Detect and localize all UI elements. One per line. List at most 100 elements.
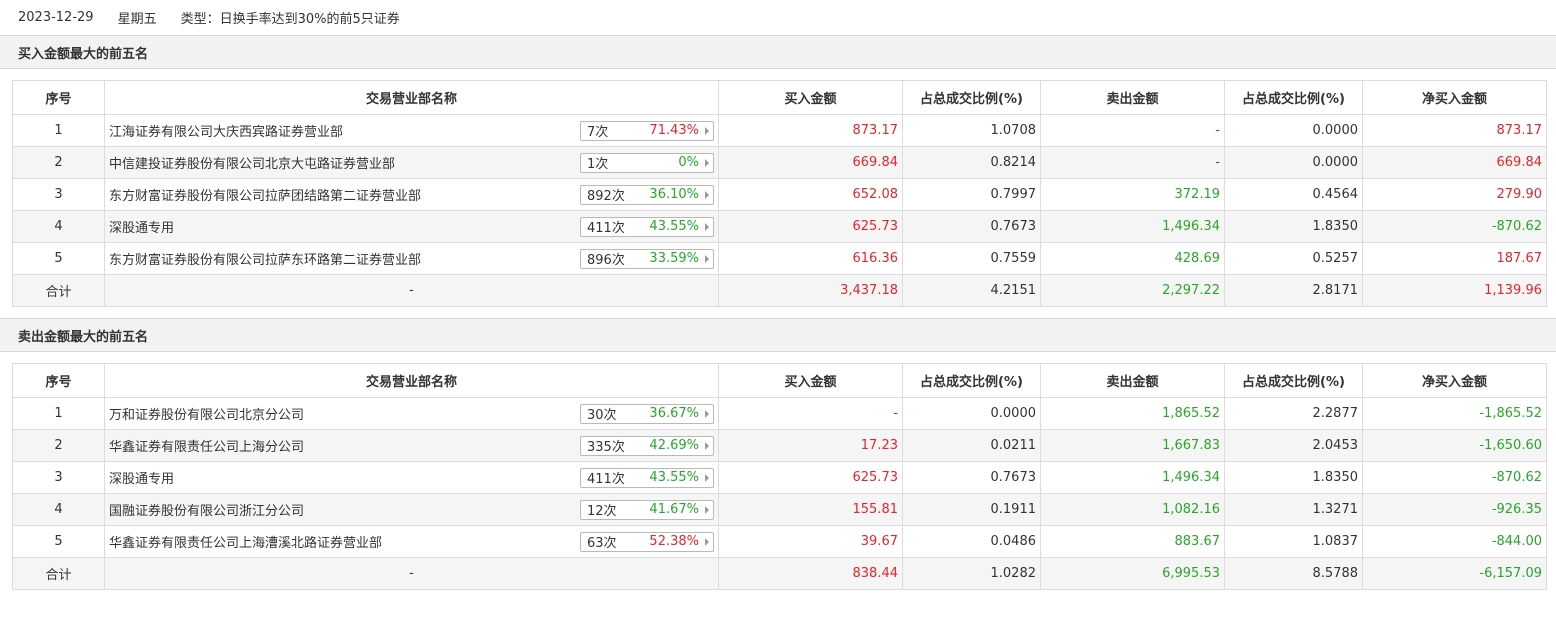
buy-amount-cell: 652.08 [718,178,903,211]
department-name[interactable]: 江海证券有限公司大庆西宾路证券营业部 [109,125,344,140]
department-cell: 中信建投证券股份有限公司北京大屯路证券营业部 1次 0% [104,146,719,179]
seat-stat-dropdown[interactable]: 1次 0% [580,152,714,173]
department-name[interactable]: 国融证券股份有限公司浙江分公司 [109,504,305,519]
total-buy-ratio: 1.0282 [902,557,1041,590]
caret-right-icon [705,190,709,199]
department-name[interactable]: 万和证券股份有限公司北京分公司 [109,408,305,423]
seat-stat-dropdown[interactable]: 63次 52.38% [580,531,714,552]
seat-count: 335次 [587,440,625,455]
total-net-amount: 1,139.96 [1362,274,1547,307]
rank-cell: 3 [12,461,105,494]
department-name[interactable]: 东方财富证券股份有限公司拉萨团结路第二证券营业部 [109,189,422,204]
sell-ratio-cell: 1.8350 [1224,210,1363,243]
total-department: - [104,274,719,307]
caret-right-icon [705,126,709,135]
seat-stat-dropdown[interactable]: 7次 71.43% [580,120,714,141]
col-rank: 序号 [12,80,105,115]
seat-count: 7次 [587,125,609,140]
buy-ratio-cell: 0.0486 [902,525,1041,558]
rank-cell: 4 [12,210,105,243]
seat-win-rate: 43.55% [649,219,699,234]
buy-section-title: 买入金额最大的前五名 [0,35,1556,69]
total-net-amount: -6,157.09 [1362,557,1547,590]
net-amount-cell: -926.35 [1362,493,1547,526]
col-buy-amount: 买入金额 [718,363,903,398]
buy-amount-cell: 625.73 [718,210,903,243]
net-amount-cell: -1,650.60 [1362,429,1547,462]
buy-ratio-cell: 0.7997 [902,178,1041,211]
department-name[interactable]: 深股通专用 [109,472,175,487]
table-row: 2 中信建投证券股份有限公司北京大屯路证券营业部 1次 0% 669.84 0.8214-… [12,146,1547,179]
seat-win-rate: 43.55% [649,470,699,485]
seat-stat-dropdown[interactable]: 411次 43.55% [580,216,714,237]
sell-ratio-cell: 1.0837 [1224,525,1363,558]
seat-stat-dropdown[interactable]: 411次 43.55% [580,467,714,488]
rank-cell: 1 [12,114,105,147]
total-buy-ratio: 4.2151 [902,274,1041,307]
col-sell-ratio: 占总成交比例(%) [1224,80,1363,115]
sell-section-title: 卖出金额最大的前五名 [0,318,1556,352]
buy-amount-cell: - [718,397,903,430]
department-name[interactable]: 华鑫证券有限责任公司上海漕溪北路证券营业部 [109,536,383,551]
buy-amount-cell: 669.84 [718,146,903,179]
seat-count: 411次 [587,221,625,236]
buy-amount-cell: 155.81 [718,493,903,526]
caret-right-icon [705,537,709,546]
seat-win-rate: 42.69% [649,438,699,453]
department-name[interactable]: 华鑫证券有限责任公司上海分公司 [109,440,305,455]
seat-stat-dropdown[interactable]: 12次 41.67% [580,499,714,520]
sell-table: 序号 交易营业部名称 买入金额 占总成交比例(%) 卖出金额 占总成交比例(%)… [12,363,1547,590]
total-label: 合计 [12,274,105,307]
seat-win-rate: 0% [678,155,699,170]
net-amount-cell: -1,865.52 [1362,397,1547,430]
seat-win-rate: 36.67% [649,406,699,421]
seat-count: 12次 [587,504,617,519]
seat-count: 411次 [587,472,625,487]
sell-amount-cell: 1,082.16 [1040,493,1225,526]
table-row: 5 华鑫证券有限责任公司上海漕溪北路证券营业部 63次 52.38% 39.67 0.04… [12,525,1547,558]
total-sell-amount: 2,297.22 [1040,274,1225,307]
buy-amount-cell: 625.73 [718,461,903,494]
table-row: 1 万和证券股份有限公司北京分公司 30次 36.67% -0.0000 1,865.52… [12,397,1547,430]
table-header-row: 序号 交易营业部名称 买入金额 占总成交比例(%) 卖出金额 占总成交比例(%)… [12,80,1547,115]
seat-stat-dropdown[interactable]: 335次 42.69% [580,435,714,456]
sell-amount-cell: 883.67 [1040,525,1225,558]
buy-ratio-cell: 0.7673 [902,461,1041,494]
seat-stat-dropdown[interactable]: 30次 36.67% [580,403,714,424]
col-sell-amount: 卖出金额 [1040,363,1225,398]
seat-stat-dropdown[interactable]: 896次 33.59% [580,248,714,269]
seat-count: 1次 [587,157,609,172]
seat-count: 892次 [587,189,625,204]
col-buy-ratio: 占总成交比例(%) [902,80,1041,115]
buy-amount-cell: 17.23 [718,429,903,462]
total-sell-ratio: 8.5788 [1224,557,1363,590]
net-amount-cell: 873.17 [1362,114,1547,147]
net-amount-cell: -870.62 [1362,210,1547,243]
table-row: 3 东方财富证券股份有限公司拉萨团结路第二证券营业部 892次 36.10% 652.0… [12,178,1547,211]
buy-ratio-cell: 0.0000 [902,397,1041,430]
table-header-row: 序号 交易营业部名称 买入金额 占总成交比例(%) 卖出金额 占总成交比例(%)… [12,363,1547,398]
department-name[interactable]: 深股通专用 [109,221,175,236]
sell-ratio-cell: 1.8350 [1224,461,1363,494]
seat-stat-dropdown[interactable]: 892次 36.10% [580,184,714,205]
caret-right-icon [705,409,709,418]
net-amount-cell: -844.00 [1362,525,1547,558]
rank-cell: 4 [12,493,105,526]
seat-win-rate: 52.38% [649,534,699,549]
caret-right-icon [705,254,709,263]
department-name[interactable]: 中信建投证券股份有限公司北京大屯路证券营业部 [109,157,396,172]
rank-cell: 5 [12,525,105,558]
buy-ratio-cell: 0.0211 [902,429,1041,462]
sell-ratio-cell: 2.2877 [1224,397,1363,430]
sell-amount-cell: - [1040,146,1225,179]
buy-amount-cell: 873.17 [718,114,903,147]
department-name[interactable]: 东方财富证券股份有限公司拉萨东环路第二证券营业部 [109,253,422,268]
col-department: 交易营业部名称 [104,363,719,398]
col-rank: 序号 [12,363,105,398]
sell-amount-cell: 1,496.34 [1040,210,1225,243]
seat-win-rate: 36.10% [649,187,699,202]
seat-count: 896次 [587,253,625,268]
department-cell: 深股通专用 411次 43.55% [104,461,719,494]
total-sell-amount: 6,995.53 [1040,557,1225,590]
total-department: - [104,557,719,590]
